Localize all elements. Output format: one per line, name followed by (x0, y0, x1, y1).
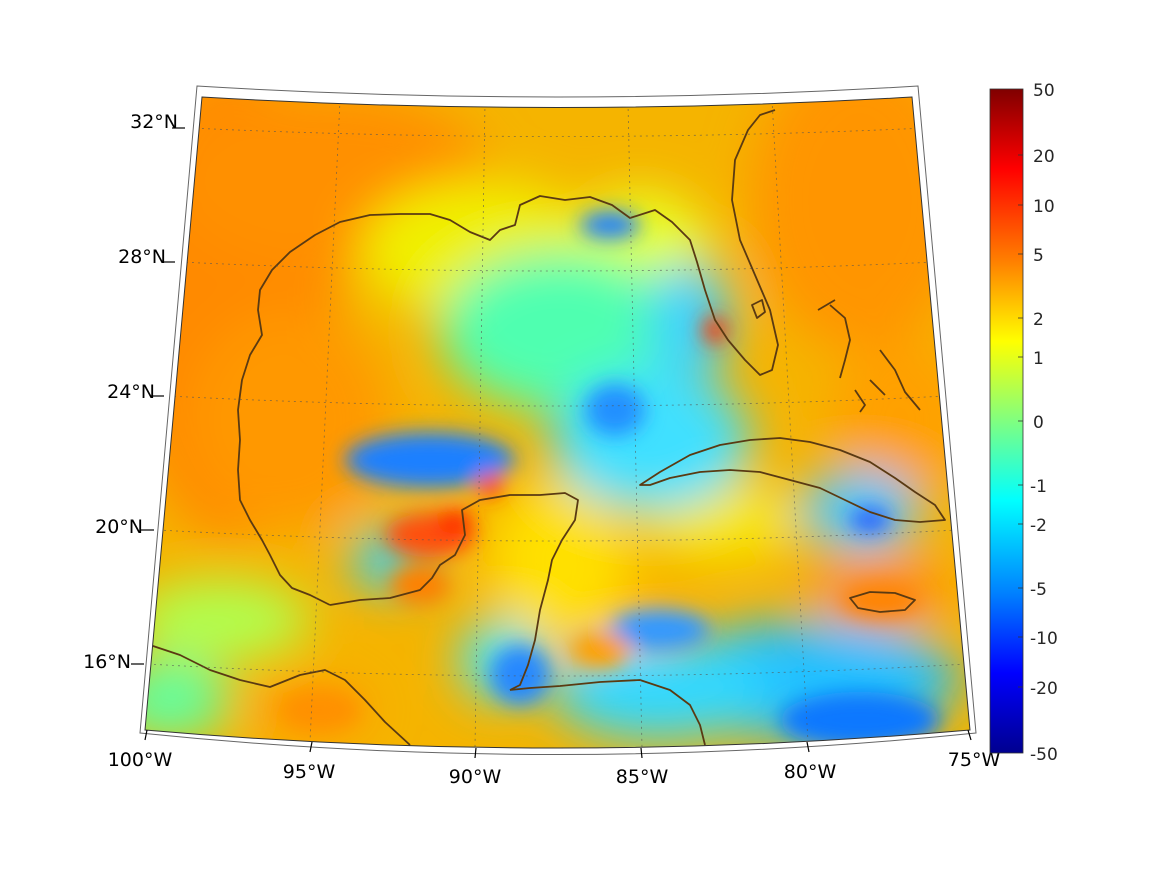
colorbar-tick-marks (1018, 154, 1023, 688)
map-data-field (145, 97, 970, 748)
colorbar-label-neg2: -2 (1030, 516, 1047, 536)
lake-okeechobee (751, 299, 766, 319)
colorbar-label-50: 50 (1033, 81, 1055, 101)
lat-label-32n: 32°N (130, 111, 178, 133)
colorbar-label-1: 1 (1033, 349, 1044, 369)
cuba-island (639, 437, 946, 523)
colorbar-label-0: 0 (1033, 413, 1044, 433)
map-graticule (147, 99, 967, 748)
colorbar-label-10: 10 (1033, 197, 1055, 217)
colorbar-label-neg20: -20 (1030, 679, 1058, 699)
campeche-coastline (329, 492, 579, 691)
pacific-coastline (149, 644, 411, 746)
axis-ticks (131, 127, 972, 759)
lat-label-24n: 24°N (107, 381, 155, 403)
bahamas-islands (817, 299, 921, 413)
lon-label-85w: 85°W (616, 766, 669, 788)
lon-label-90w: 90°W (449, 766, 502, 788)
lon-label-80w: 80°W (784, 761, 837, 783)
lat-label-16n: 16°N (83, 651, 131, 673)
colorbar-label-5: 5 (1033, 246, 1044, 266)
central-america-coastline (509, 679, 706, 746)
colorbar-label-neg1: -1 (1030, 477, 1047, 497)
colorbar-label-20: 20 (1033, 147, 1055, 167)
lon-label-75w: 75°W (948, 749, 1001, 771)
latitude-labels: 32°N 28°N 24°N 20°N 16°N (83, 111, 178, 673)
lon-label-95w: 95°W (283, 761, 336, 783)
colorbar-label-neg5: -5 (1030, 580, 1047, 600)
gulf-coastline (237, 109, 779, 606)
colorbar-label-neg10: -10 (1030, 629, 1058, 649)
longitude-labels: 100°W 95°W 90°W 85°W 80°W 75°W (108, 749, 1001, 788)
lat-label-28n: 28°N (118, 246, 166, 268)
jamaica-island (849, 591, 916, 613)
coastlines (149, 109, 946, 746)
lat-label-20n: 20°N (95, 516, 143, 538)
colorbar-label-2: 2 (1033, 310, 1044, 330)
colorbar: 50 20 10 5 2 1 0 -1 -2 -5 -10 -20 -50 (989, 81, 1058, 765)
lon-label-100w: 100°W (108, 749, 173, 771)
map-frame (139, 85, 977, 755)
colorbar-gradient (989, 88, 1024, 754)
colorbar-label-neg50: -50 (1030, 745, 1058, 765)
